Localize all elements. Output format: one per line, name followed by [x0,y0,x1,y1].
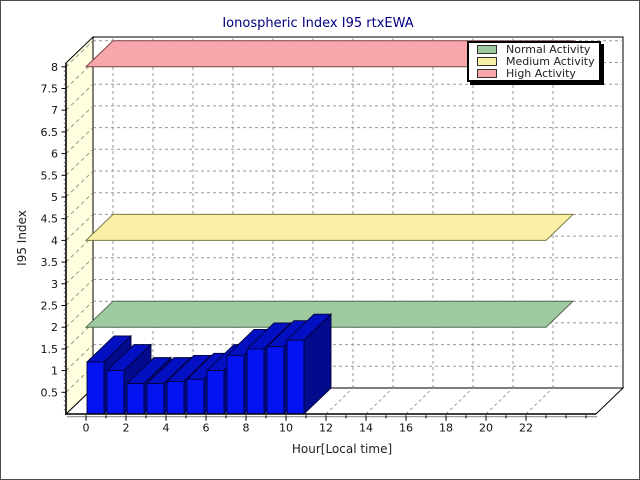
y-tick-label: 3.5 [41,256,59,269]
x-tick-label: 22 [519,422,533,435]
legend-swatch-medium-activity [477,57,497,66]
bar-front-face [206,370,225,415]
y-tick-label: 1 [51,365,58,378]
x-tick-label: 16 [399,422,413,435]
x-tick-label: 8 [243,422,250,435]
legend-swatch-normal-activity [477,45,497,54]
bar-front-face [126,383,145,415]
x-tick-label: 6 [203,422,210,435]
y-tick-label: 0.5 [41,386,59,399]
y-tick-label: 2.5 [41,300,59,313]
bar-front-face [286,339,305,415]
bar-front-face [146,383,165,415]
bar-front-face [106,370,125,415]
legend-label-normal-activity: Normal Activity [506,43,591,56]
legend-item-medium-activity: Medium Activity [477,55,599,68]
back-wall [92,36,624,389]
axes [65,63,597,418]
legend: Normal Activity Medium Activity High Act… [467,41,601,82]
y-tick-label: 2 [51,321,58,334]
y-tick-label: 4.5 [41,213,59,226]
legend-label-medium-activity: Medium Activity [506,55,595,68]
x-tick-label: 20 [479,422,493,435]
y-tick-label: 5.5 [41,169,59,182]
y-tick-label: 4 [51,234,58,247]
x-tick-label: 12 [319,422,333,435]
bar-front-face [266,346,285,415]
bar-front-face [186,378,205,415]
y-tick-label: 7.5 [41,83,59,96]
y-tick-label: 7 [51,104,58,117]
y-axis-title: I95 Index [15,210,29,266]
left-wall [65,35,94,416]
y-tick-label: 8 [51,61,58,74]
y-tick-label: 1.5 [41,343,59,356]
y-tick-label: 6.5 [41,126,59,139]
bar-front-face [86,361,105,415]
y-tick-label: 5 [51,191,58,204]
x-axis-title: Hour[Local time] [291,442,393,456]
bar-front-face [226,354,245,415]
x-tick-label: 4 [163,422,170,435]
x-tick-label: 14 [359,422,373,435]
x-tick-label: 10 [279,422,293,435]
y-tick-label: 3 [51,278,58,291]
chart-title: Ionospheric Index I95 rtxEWA [222,16,414,31]
bar-front-face [166,381,185,415]
x-tick-label: 0 [83,422,90,435]
legend-item-normal-activity: Normal Activity [477,43,599,56]
legend-swatch-high-activity [477,69,497,78]
y-tick-labels: 0.5 1 1.5 2 2.5 3 3.5 4 4.5 5 5.5 6 6.5 7 7.5 8 [41,61,66,411]
x-tick-labels: 0 2 4 6 8 10 12 14 16 18 20 22 [83,415,587,435]
band-medium-activity [84,213,575,241]
band-high-activity [84,40,575,68]
x-tick-label: 18 [439,422,453,435]
legend-label-high-activity: High Activity [506,67,576,80]
bars [85,313,333,416]
legend-item-high-activity: High Activity [477,67,599,80]
bar-front-face [246,348,265,415]
bar-hour-10 [285,313,333,416]
y-tick-label: 6 [51,148,58,161]
x-tick-label: 2 [123,422,130,435]
